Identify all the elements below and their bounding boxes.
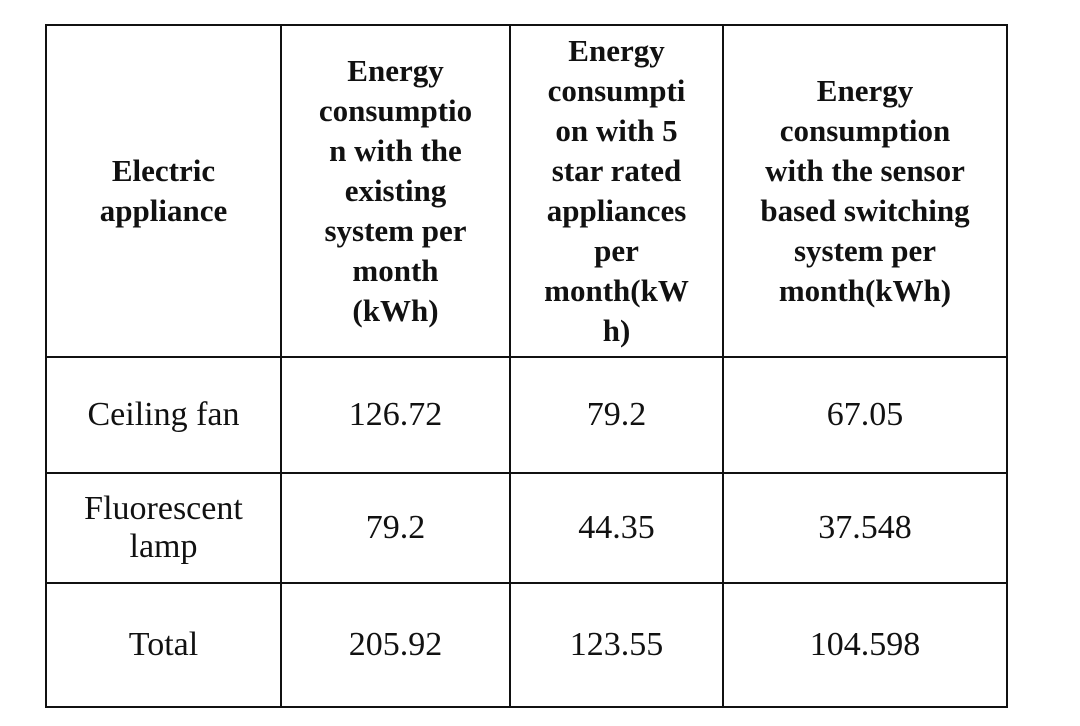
header-line: h) <box>602 313 631 348</box>
header-line: (kWh) <box>352 293 439 328</box>
header-line: system per <box>793 233 937 268</box>
header-row: Electric appliance Energy consumptio n w… <box>45 24 1008 358</box>
header-line: consumptio <box>318 93 473 128</box>
header-line: consumption <box>779 113 951 148</box>
header-line: Electric <box>111 153 216 188</box>
header-sensor-based: Energy consumption with the sensor based… <box>722 24 1008 358</box>
header-five-star: Energy consumpti on with 5 star rated ap… <box>509 24 724 358</box>
table-row: Ceiling fan 126.72 79.2 67.05 <box>45 356 1008 474</box>
header-existing-system: Energy consumptio n with the existing sy… <box>280 24 511 358</box>
cell-sensor: 67.05 <box>722 356 1008 474</box>
header-line: based switching <box>760 193 970 228</box>
cell-existing: 205.92 <box>280 582 511 708</box>
header-line: Energy <box>568 33 665 68</box>
table-row: Fluorescent lamp 79.2 44.35 37.548 <box>45 472 1008 584</box>
header-line: month(kW <box>544 273 689 308</box>
header-line: with the sensor <box>765 153 965 188</box>
cell-existing: 126.72 <box>280 356 511 474</box>
cell-five-star: 123.55 <box>509 582 724 708</box>
header-line: existing <box>344 173 447 208</box>
appliance-line: lamp <box>129 528 198 565</box>
table-row: Total 205.92 123.55 104.598 <box>45 582 1008 708</box>
header-line: appliance <box>99 193 228 228</box>
cell-existing: 79.2 <box>280 472 511 584</box>
header-electric-appliance: Electric appliance <box>45 24 282 358</box>
header-line: n with the <box>329 133 462 168</box>
header-line: month <box>352 253 439 288</box>
cell-five-star: 44.35 <box>509 472 724 584</box>
header-line: system per <box>324 213 467 248</box>
header-line: on with 5 <box>555 113 678 148</box>
appliance-line: Fluorescent <box>84 490 243 527</box>
cell-appliance: Fluorescent lamp <box>45 472 282 584</box>
header-line: star rated <box>551 153 682 188</box>
header-line: Energy <box>816 73 914 108</box>
cell-appliance: Ceiling fan <box>45 356 282 474</box>
header-line: month(kWh) <box>778 273 952 308</box>
header-line: appliances <box>546 193 687 228</box>
cell-sensor: 37.548 <box>722 472 1008 584</box>
cell-five-star: 79.2 <box>509 356 724 474</box>
cell-sensor: 104.598 <box>722 582 1008 708</box>
header-line: per <box>594 233 639 268</box>
energy-consumption-table: Electric appliance Energy consumptio n w… <box>45 24 1008 708</box>
cell-appliance: Total <box>45 582 282 708</box>
header-line: consumpti <box>547 73 686 108</box>
header-line: Energy <box>347 53 444 88</box>
